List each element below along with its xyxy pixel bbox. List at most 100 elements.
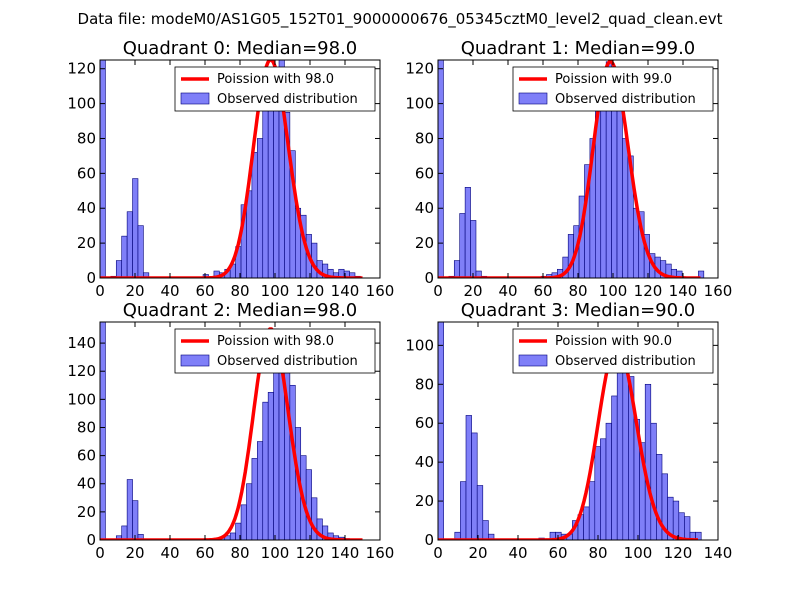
histogram-bar <box>611 395 618 540</box>
histogram-bar <box>605 422 612 540</box>
histogram-bar <box>460 481 467 540</box>
legend-hist-swatch <box>180 354 210 367</box>
y-tick-label: 0 <box>424 269 434 287</box>
histogram-bar <box>471 432 478 540</box>
x-tick-label: 140 <box>669 282 698 300</box>
histogram-bar <box>137 534 144 540</box>
x-tick-label: 60 <box>195 282 214 300</box>
histogram-bar <box>126 211 133 278</box>
x-tick-label: 0 <box>95 544 105 562</box>
x-tick-label: 100 <box>599 282 628 300</box>
y-tick-label: 100 <box>405 95 434 113</box>
panel-1: Quadrant 1: Median=99.0 0 20 40 60 80 100 120 14… <box>405 38 732 300</box>
y-tick-label: 120 <box>67 60 96 78</box>
histogram-bar <box>349 272 356 278</box>
x-tick-label: 60 <box>548 544 567 562</box>
x-tick-label: 40 <box>498 282 517 300</box>
y-tick-label: 80 <box>77 129 96 147</box>
histogram-bar <box>695 531 702 540</box>
x-tick-label: 20 <box>125 544 144 562</box>
legend-hist-label: Observed distribution <box>217 354 358 369</box>
y-tick-label: 100 <box>67 390 96 408</box>
legend-hist-swatch <box>518 92 548 105</box>
x-tick-label: 80 <box>568 282 587 300</box>
histogram-bar <box>100 60 106 278</box>
x-tick-label: 0 <box>95 282 105 300</box>
y-tick-label: 0 <box>424 531 434 549</box>
y-tick-label: 20 <box>77 503 96 521</box>
histogram-bar <box>600 438 607 540</box>
histogram-bar <box>464 187 471 278</box>
x-tick-label: 80 <box>230 282 249 300</box>
poisson-curve <box>100 327 363 540</box>
histogram-bar <box>132 178 139 278</box>
histogram-bar <box>262 103 269 278</box>
x-tick-label: 120 <box>634 282 663 300</box>
y-tick-label: 20 <box>415 492 434 510</box>
x-tick-label: 40 <box>160 544 179 562</box>
histogram-bar <box>240 504 247 540</box>
histogram-bar <box>246 483 253 540</box>
y-tick-label: 40 <box>77 475 96 493</box>
histogram-bar <box>583 506 590 540</box>
y-tick-label: 80 <box>77 418 96 436</box>
poisson-curve <box>438 343 698 540</box>
y-tick-label: 60 <box>77 447 96 465</box>
x-tick-label: 160 <box>366 282 395 300</box>
x-tick-label: 140 <box>331 282 360 300</box>
y-tick-label: 40 <box>415 453 434 471</box>
histogram-bar <box>229 532 236 540</box>
x-tick-label: 140 <box>704 544 733 562</box>
y-tick-label: 20 <box>415 234 434 252</box>
y-tick-label: 0 <box>86 269 96 287</box>
x-tick-label: 60 <box>195 544 214 562</box>
histogram-bar <box>678 512 685 540</box>
panel-title: Quadrant 3: Median=90.0 <box>461 300 696 321</box>
histogram-bar <box>126 479 133 540</box>
axes-frame <box>437 321 719 541</box>
legend: Poission with 98.0 Observed distribution <box>174 66 376 112</box>
poisson-curve <box>100 60 363 278</box>
x-tick-label: 140 <box>331 544 360 562</box>
histogram-bar <box>267 392 274 540</box>
histogram-bar <box>616 364 624 540</box>
x-tick-label: 40 <box>508 544 527 562</box>
histogram-bar <box>684 516 691 540</box>
y-tick-label: 40 <box>415 199 434 217</box>
x-tick-label: 20 <box>463 282 482 300</box>
histogram-bar <box>257 441 264 540</box>
poisson-curve <box>438 60 701 278</box>
histogram-bar <box>121 235 128 278</box>
histogram-bar <box>100 322 106 540</box>
histogram-bar <box>476 485 484 540</box>
legend-hist-label: Observed distribution <box>555 92 696 107</box>
y-tick-label: 100 <box>67 95 96 113</box>
y-tick-label: 100 <box>405 336 434 354</box>
x-tick-label: 20 <box>125 282 144 300</box>
histogram-bar <box>115 260 123 278</box>
panel-title: Quadrant 2: Median=98.0 <box>123 300 358 321</box>
histogram-bar <box>650 422 657 540</box>
panel-3: Quadrant 3: Median=90.0 0 20 40 60 80 100 120 14… <box>405 300 732 562</box>
y-tick-label: 60 <box>415 164 434 182</box>
histogram-bar <box>137 225 144 278</box>
y-tick-label: 0 <box>86 531 96 549</box>
y-tick-label: 140 <box>67 334 96 352</box>
histogram-bar <box>438 60 444 278</box>
legend-hist-label: Observed distribution <box>217 92 358 107</box>
x-tick-label: 40 <box>160 282 179 300</box>
histogram-bar <box>257 138 264 278</box>
histogram-bar <box>121 525 128 540</box>
panel-title: Quadrant 1: Median=99.0 <box>461 38 696 59</box>
y-tick-label: 120 <box>405 60 434 78</box>
histogram-bar <box>616 94 623 278</box>
histogram-bar <box>132 500 139 540</box>
histogram-bar <box>438 322 444 540</box>
panel-2: Quadrant 2: Median=98.0 0 20 40 60 80 100 120 14… <box>67 300 394 562</box>
y-tick-label: 20 <box>77 234 96 252</box>
x-tick-label: 80 <box>588 544 607 562</box>
histogram-bar <box>453 260 460 278</box>
histogram-bar <box>588 481 596 540</box>
x-tick-label: 80 <box>230 544 249 562</box>
